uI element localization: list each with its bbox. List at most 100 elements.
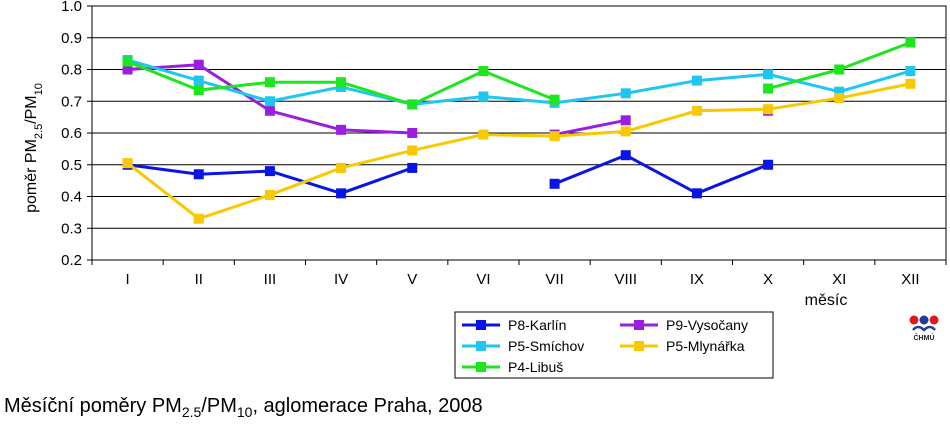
x-tick-label: X xyxy=(763,271,773,288)
data-point xyxy=(763,83,774,94)
y-axis-ticks: 1.0 0.9 0.8 0.7 0.6 0.5 0.4 0.3 0.2 xyxy=(61,0,92,269)
legend-item: P9-Vysočany xyxy=(620,317,748,333)
legend-swatch-marker xyxy=(476,362,486,372)
data-point xyxy=(407,145,418,156)
x-tick-label: XII xyxy=(901,271,919,288)
x-tick-label: VIII xyxy=(614,271,637,288)
data-point xyxy=(264,166,275,177)
y-tick-label: 0.9 xyxy=(61,30,82,47)
figure-caption: Měsíční poměry PM2.5/PM10, aglomerace Pr… xyxy=(4,395,483,420)
y-tick-label: 0.7 xyxy=(61,93,82,110)
logo-dot-left xyxy=(909,315,919,325)
y-tick-label: 0.8 xyxy=(61,62,82,79)
data-point xyxy=(336,162,347,173)
legend-label: P8-Karlín xyxy=(508,317,566,333)
x-axis-ticks: I II III IV V VI VII VIII IX X XI XII xyxy=(91,260,947,288)
x-tick-label: IX xyxy=(690,271,704,288)
x-tick-label: XI xyxy=(832,271,846,288)
series-line xyxy=(554,153,769,195)
data-point xyxy=(336,188,347,199)
legend-swatch-marker xyxy=(634,341,644,351)
data-point xyxy=(122,64,133,75)
data-point xyxy=(478,91,489,102)
legend-swatch-marker xyxy=(476,320,486,330)
legend-item: P8-Karlín xyxy=(462,317,566,333)
data-point xyxy=(549,178,560,189)
data-point xyxy=(905,78,916,89)
y-tick-label: 0.5 xyxy=(61,157,82,174)
data-point xyxy=(193,169,204,180)
data-point xyxy=(834,86,845,97)
series-p5-mlynarka xyxy=(122,78,916,224)
series-line xyxy=(127,58,911,106)
logo-dot-center xyxy=(919,315,929,325)
data-point xyxy=(549,131,560,142)
series-p8-karlin xyxy=(122,150,774,199)
series-line xyxy=(554,118,627,137)
data-point xyxy=(264,189,275,200)
data-point xyxy=(763,69,774,80)
x-axis-label: měsíc xyxy=(805,292,848,309)
y-tick-label: 0.4 xyxy=(61,189,82,206)
data-point xyxy=(193,59,204,70)
data-point xyxy=(336,124,347,135)
y-tick-label: 0.3 xyxy=(61,220,82,237)
data-point xyxy=(407,128,418,138)
data-point xyxy=(264,96,275,107)
legend-swatch-marker xyxy=(476,341,486,351)
data-point xyxy=(407,99,418,110)
data-point xyxy=(691,188,702,199)
logo-wave xyxy=(912,325,936,332)
y-axis-label: poměr PM2.5/PM10 xyxy=(23,83,45,213)
gridlines xyxy=(92,5,946,261)
legend-box xyxy=(454,311,774,379)
data-point xyxy=(193,75,204,86)
data-point xyxy=(407,162,418,173)
data-point xyxy=(122,56,133,67)
data-point xyxy=(620,115,631,126)
legend-label: P4-Libuš xyxy=(508,359,563,375)
y-tick-label: 0.2 xyxy=(61,252,82,269)
data-point xyxy=(620,88,631,99)
chart: 1.00.90.80.70.60.50.40.30.2 I II III IV V VI V… xyxy=(23,0,947,379)
data-point xyxy=(834,93,845,104)
legend-label: P5-Smíchov xyxy=(508,338,584,354)
x-tick-label: V xyxy=(407,271,417,288)
data-point xyxy=(834,64,845,75)
logo-dot-right xyxy=(929,315,939,325)
y-tick-label: 1.0 xyxy=(61,0,82,15)
data-point xyxy=(478,66,489,77)
legend-item: P4-Libuš xyxy=(462,359,563,375)
data-point xyxy=(691,105,702,116)
legend-label: P9-Vysočany xyxy=(666,317,748,333)
legend-swatch-marker xyxy=(634,320,644,330)
data-point xyxy=(549,94,560,105)
x-tick-label: I xyxy=(125,271,129,288)
chmu-logo: ČHMÚ xyxy=(909,315,939,342)
data-point xyxy=(691,75,702,86)
x-tick-label: VI xyxy=(476,271,490,288)
legend-item: P5-Mlynářka xyxy=(620,338,745,354)
data-point xyxy=(336,77,347,88)
legend-label: P5-Mlynářka xyxy=(666,338,745,354)
data-point xyxy=(264,105,275,116)
legend: P8-Karlín P9-Vysočany P5-Smíchov P5-Mlynářk… xyxy=(454,311,774,379)
x-tick-label: III xyxy=(264,271,277,288)
x-tick-label: VII xyxy=(545,271,563,288)
series-layer xyxy=(122,37,916,224)
x-tick-label: II xyxy=(195,271,203,288)
y-tick-label: 0.6 xyxy=(61,125,82,142)
data-point xyxy=(620,150,631,161)
data-point xyxy=(122,158,133,169)
data-point xyxy=(763,104,774,115)
data-point xyxy=(264,77,275,88)
data-point xyxy=(193,85,204,96)
data-point xyxy=(905,66,916,77)
logo-text: ČHMÚ xyxy=(914,333,935,342)
data-point xyxy=(478,129,489,140)
data-point xyxy=(620,126,631,137)
series-p4-libus xyxy=(122,37,916,110)
data-point xyxy=(193,213,204,224)
series-line xyxy=(126,82,911,221)
data-point xyxy=(763,159,774,170)
